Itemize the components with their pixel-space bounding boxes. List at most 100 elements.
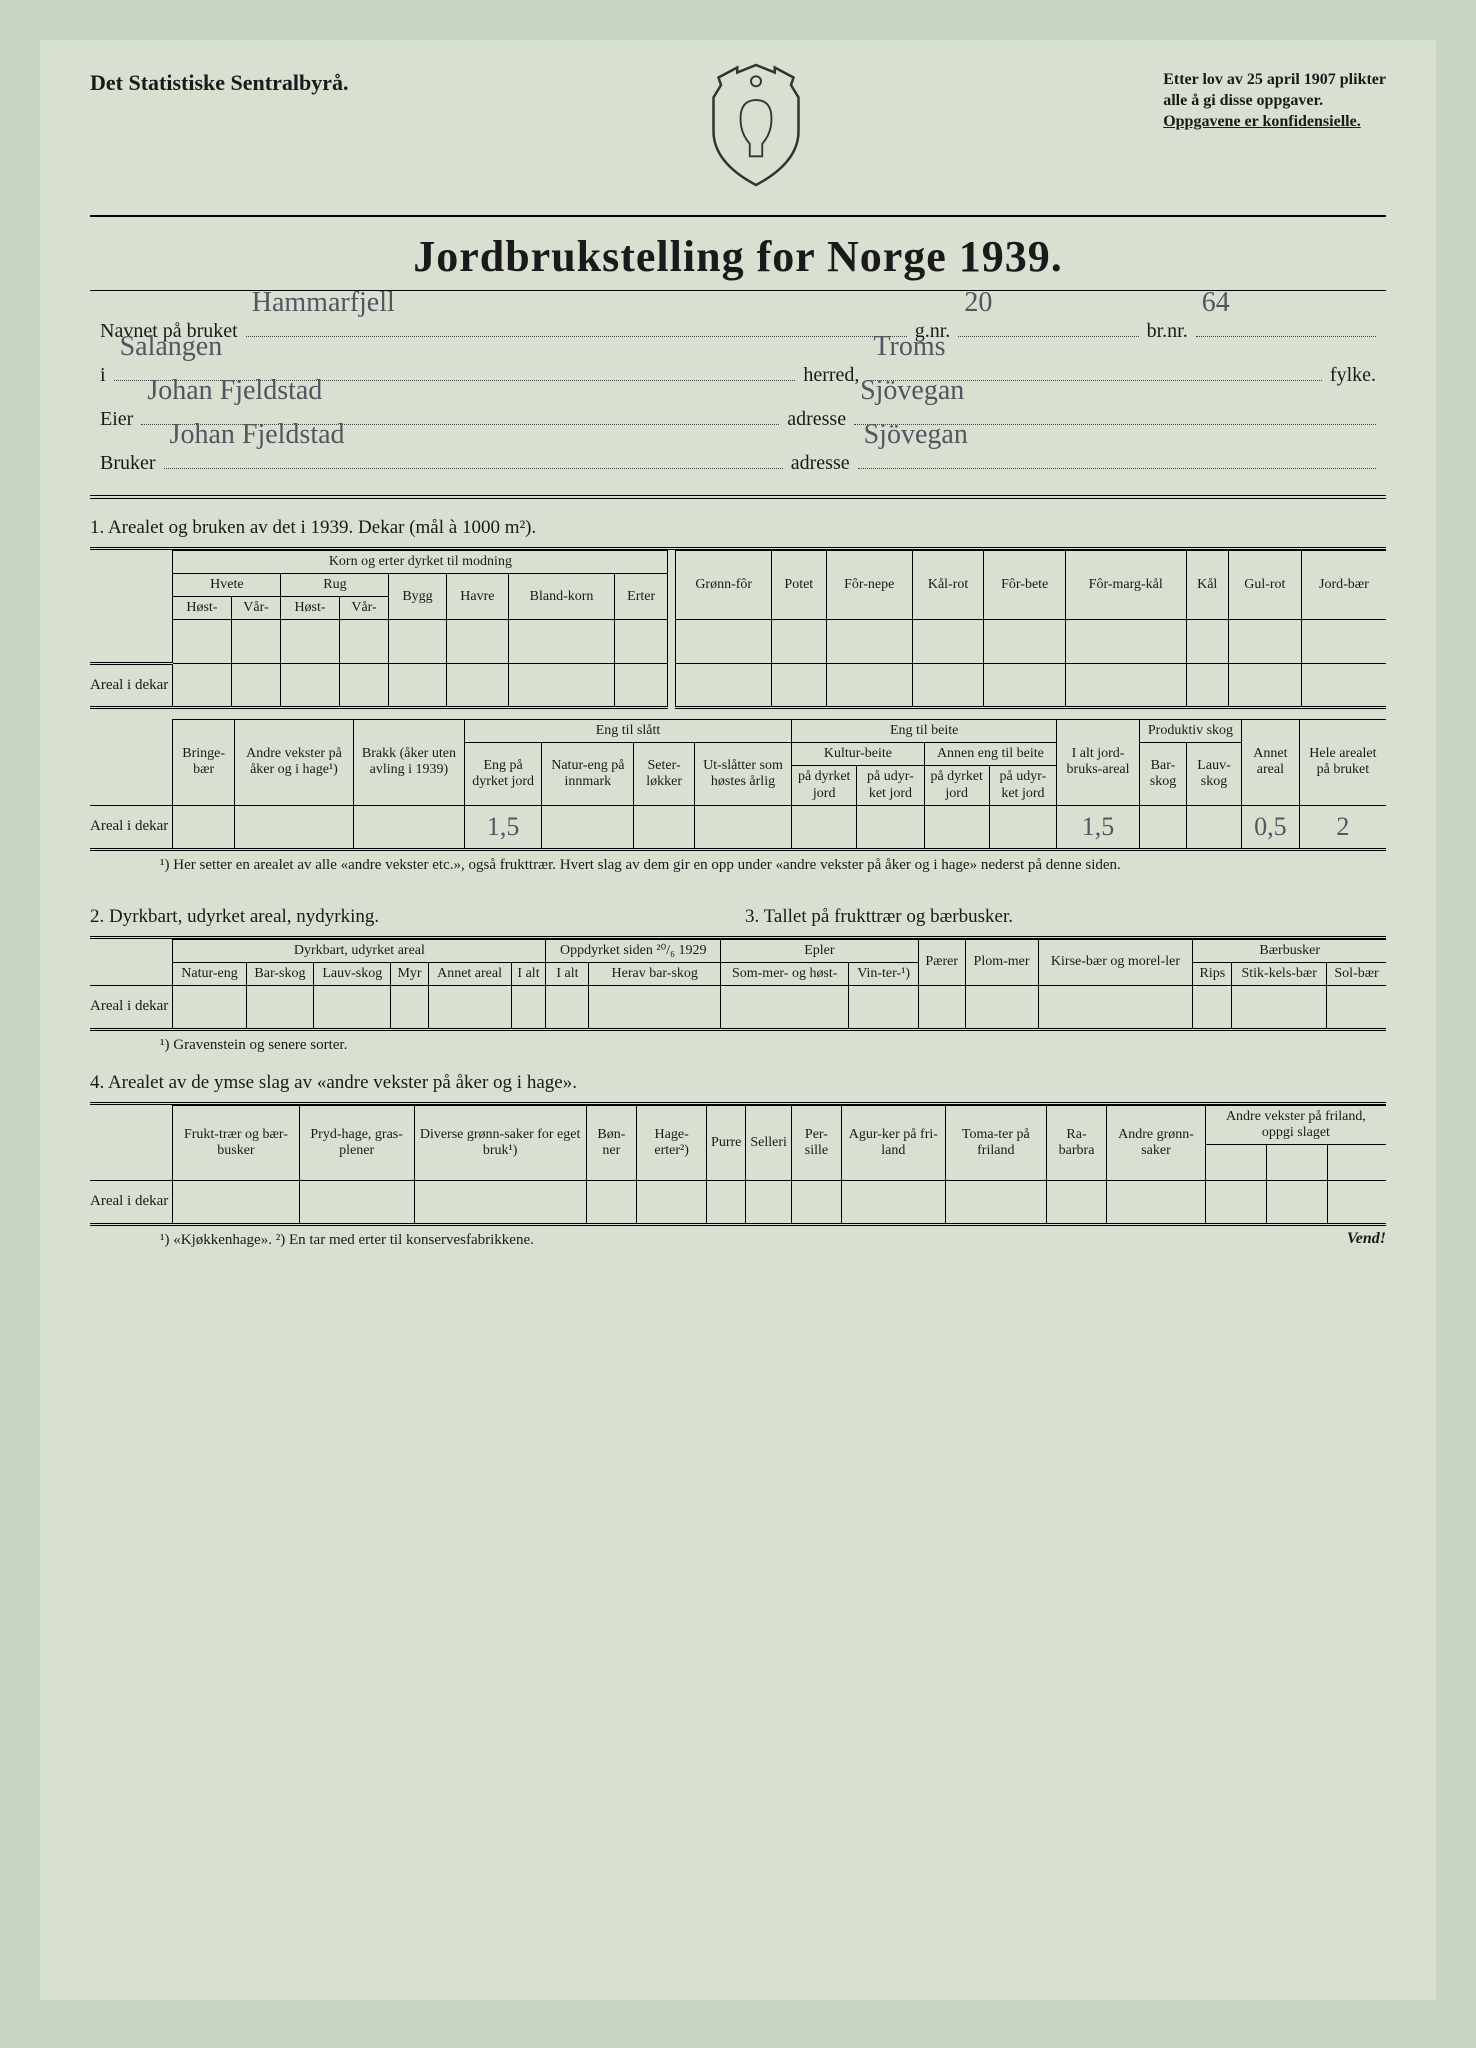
col-andrefriland: Andre vekster på friland, oppgi slaget — [1205, 1105, 1386, 1144]
col-frukttrar: Frukt-trær og bær-busker — [173, 1105, 299, 1180]
col-hvete-var: Vår- — [231, 597, 281, 620]
census-form-page: Det Statistiske Sentralbyrå. Etter lov a… — [40, 40, 1436, 2000]
val-eng-dyrket: 1,5 — [464, 805, 541, 849]
label-eier: Eier — [100, 397, 133, 441]
col-dyrkbart: Dyrkbart, udyrket areal — [173, 939, 546, 962]
col-hvete: Hvete — [173, 574, 281, 597]
col-fornepe: Fôr-nepe — [826, 551, 912, 620]
col-ialt3: I alt — [546, 962, 589, 985]
col-erter: Erter — [614, 574, 668, 620]
col-lauvskog: Lauv-skog — [1187, 743, 1242, 805]
col-barskog2: Bar-skog — [246, 962, 313, 985]
label-fylke: fylke. — [1330, 353, 1376, 397]
col-vinter: Vin-ter-¹) — [849, 962, 918, 985]
identity-form: Navnet på bruket Hammarfjell g.nr. 20 br… — [90, 309, 1386, 499]
col-brakk: Brakk (åker uten avling i 1939) — [353, 720, 464, 805]
col-hvete-host: Høst- — [173, 597, 231, 620]
col-engbeite: Eng til beite — [792, 720, 1057, 743]
col-myr: Myr — [391, 962, 428, 985]
label-brnr: br.nr. — [1147, 309, 1188, 353]
col-kal: Kål — [1186, 551, 1228, 620]
col-annet: Annet areal — [1242, 720, 1300, 805]
val-ialt: 1,5 — [1057, 805, 1140, 849]
col-utslatter: Ut-slåtter som høstes årlig — [694, 743, 791, 805]
sec1-footnote: ¹) Her setter en arealet av alle «andre … — [160, 857, 1386, 874]
sec2-title: 2. Dyrkbart, udyrket areal, nydyrking. — [90, 906, 731, 928]
col-ab-dyrket: på dyrket jord — [924, 766, 989, 805]
col-diverse: Diverse grønn-saker for eget bruk¹) — [414, 1105, 586, 1180]
page-header: Det Statistiske Sentralbyrå. Etter lov a… — [90, 70, 1386, 195]
col-ialt2: I alt — [511, 962, 546, 985]
col-engdyrket: Eng på dyrket jord — [464, 743, 541, 805]
col-annenbeite: Annen eng til beite — [924, 743, 1057, 766]
col-stikkels: Stik-kels-bær — [1232, 962, 1327, 985]
col-kalrot: Kål-rot — [912, 551, 984, 620]
col-epler: Epler — [720, 939, 918, 962]
val-hele: 2 — [1299, 805, 1386, 849]
sec2-3-table: Dyrkbart, udyrket areal Oppdyrket siden … — [90, 939, 1386, 1031]
col-ialt: I alt jord-bruks-areal — [1057, 720, 1140, 805]
col-kulturbeite: Kultur-beite — [792, 743, 925, 766]
col-persille: Per-sille — [791, 1105, 841, 1180]
col-prydhage: Pryd-hage, gras-plener — [299, 1105, 414, 1180]
col-agurker: Agur-ker på fri-land — [841, 1105, 945, 1180]
legal-line3: Oppgavene er konfidensielle. — [1163, 113, 1361, 130]
col-havre: Havre — [446, 574, 509, 620]
field-bruket: Hammarfjell — [252, 272, 395, 334]
legal-line1: Etter lov av 25 april 1907 plikter — [1163, 71, 1386, 88]
sec4-footnote: ¹) «Kjøkkenhage». ²) En tar med erter ti… — [160, 1232, 534, 1249]
col-bringebar: Bringe-bær — [173, 720, 235, 805]
col-jordbar: Jord-bær — [1301, 551, 1386, 620]
sec4-title: 4. Arealet av de ymse slag av «andre vek… — [90, 1072, 1386, 1094]
col-hageerter: Hage-erter²) — [637, 1105, 707, 1180]
label-i: i — [100, 353, 106, 397]
col-formargkal: Fôr-marg-kål — [1065, 551, 1186, 620]
sec1-title: 1. Arealet og bruken av det i 1939. Deka… — [90, 517, 1386, 539]
col-baerbusker: Bærbusker — [1193, 939, 1386, 962]
col-rug-var: Vår- — [339, 597, 389, 620]
col-kb-udyrket: på udyr-ket jord — [857, 766, 924, 805]
coat-of-arms — [706, 60, 806, 195]
col-rabarbra: Ra-barbra — [1046, 1105, 1106, 1180]
col-kirse: Kirse-bær og morel-ler — [1038, 939, 1193, 985]
sec1-table1: Korn og erter dyrket til modning Grønn-f… — [90, 550, 1386, 709]
val-annet: 0,5 — [1242, 805, 1300, 849]
field-bruker-adresse: Sjövegan — [864, 404, 968, 466]
col-forbete: Fôr-bete — [984, 551, 1065, 620]
vend-label: Vend! — [1347, 1230, 1386, 1263]
sec3-title: 3. Tallet på frukttrær og bærbusker. — [745, 906, 1386, 928]
label-eier-adresse: adresse — [787, 397, 846, 441]
col-herav: Herav bar-skog — [589, 962, 721, 985]
col-hele: Hele arealet på bruket — [1299, 720, 1386, 805]
col-ab-udyrket: på udyr-ket jord — [989, 766, 1056, 805]
crest-icon — [706, 60, 806, 190]
col-engslatt: Eng til slått — [464, 720, 791, 743]
col-bygg: Bygg — [389, 574, 446, 620]
col-sommer: Som-mer- og høst- — [720, 962, 848, 985]
label-bruker: Bruker — [100, 441, 156, 485]
legal-line2: alle å gi disse oppgaver. — [1163, 92, 1323, 109]
col-potet: Potet — [771, 551, 826, 620]
col-gronnfor: Grønn-fôr — [676, 551, 771, 620]
label-bruker-adresse: adresse — [791, 441, 850, 485]
col-kb-dyrket: på dyrket jord — [792, 766, 857, 805]
col-blandkorn: Bland-korn — [509, 574, 615, 620]
col-annet2: Annet areal — [428, 962, 511, 985]
col-rug: Rug — [281, 574, 389, 597]
col-natureng: Natur-eng på innmark — [542, 743, 634, 805]
col-andregronn: Andre grønn-saker — [1107, 1105, 1206, 1180]
label-herred: herred, — [803, 353, 859, 397]
col-korn: Korn og erter dyrket til modning — [173, 551, 668, 574]
col-selleri: Selleri — [746, 1105, 792, 1180]
rowlabel-4: Areal i dekar — [90, 1181, 173, 1225]
col-plommer: Plom-mer — [965, 939, 1038, 985]
col-lauvskog2: Lauv-skog — [314, 962, 391, 985]
col-seter: Seter-løkker — [634, 743, 694, 805]
field-bruker: Johan Fjeldstad — [170, 404, 345, 466]
col-prodskog: Produktiv skog — [1139, 720, 1241, 743]
col-tomater: Toma-ter på friland — [945, 1105, 1046, 1180]
col-rug-host: Høst- — [281, 597, 339, 620]
col-oppdyrket: Oppdyrket siden ²⁰/₆ 1929 — [546, 939, 721, 962]
col-bonner: Bøn-ner — [586, 1105, 637, 1180]
col-gulrot: Gul-rot — [1228, 551, 1301, 620]
